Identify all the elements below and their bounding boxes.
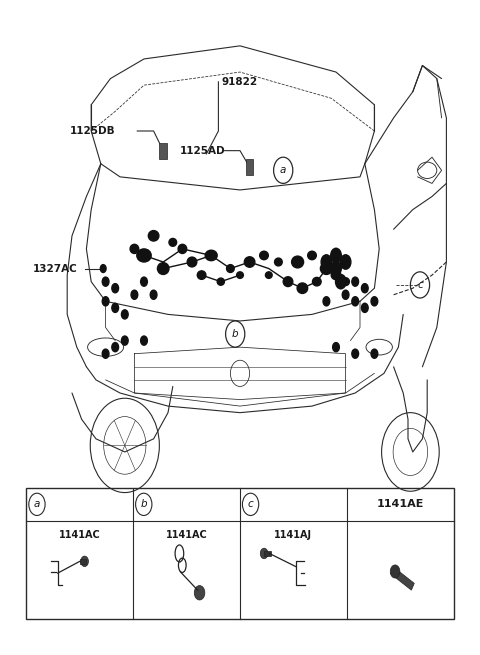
Ellipse shape (331, 271, 341, 280)
Bar (391, 567, 414, 590)
Ellipse shape (217, 278, 225, 286)
Ellipse shape (137, 249, 151, 262)
Text: 1125DB: 1125DB (70, 126, 115, 136)
Ellipse shape (205, 250, 217, 261)
Bar (159, 143, 167, 159)
Circle shape (141, 336, 147, 345)
Text: c: c (417, 280, 423, 290)
Ellipse shape (342, 278, 349, 286)
Bar (264, 551, 271, 556)
Circle shape (331, 261, 341, 276)
Ellipse shape (157, 263, 169, 274)
Ellipse shape (178, 244, 187, 253)
Circle shape (390, 565, 400, 578)
Ellipse shape (275, 258, 282, 266)
Text: b: b (141, 499, 147, 510)
Ellipse shape (197, 271, 206, 279)
Ellipse shape (265, 272, 272, 278)
Ellipse shape (148, 231, 159, 241)
Ellipse shape (130, 244, 139, 253)
Text: a: a (34, 499, 40, 510)
Circle shape (352, 277, 359, 286)
Ellipse shape (297, 283, 308, 293)
Circle shape (150, 290, 157, 299)
Ellipse shape (321, 263, 333, 274)
Circle shape (112, 303, 119, 312)
Text: 1141AC: 1141AC (166, 530, 207, 540)
Ellipse shape (312, 278, 321, 286)
Circle shape (102, 297, 109, 306)
Text: b: b (232, 329, 239, 339)
Ellipse shape (308, 251, 316, 259)
Circle shape (121, 310, 128, 319)
Ellipse shape (237, 272, 243, 278)
Circle shape (321, 255, 332, 269)
Text: 1125AD: 1125AD (180, 145, 226, 156)
Circle shape (323, 297, 330, 306)
Circle shape (333, 343, 339, 352)
Circle shape (352, 349, 359, 358)
Text: a: a (280, 165, 287, 176)
Circle shape (371, 297, 378, 306)
Bar (246, 159, 253, 175)
Ellipse shape (169, 238, 177, 246)
Ellipse shape (283, 276, 293, 287)
Text: c: c (248, 499, 253, 510)
Circle shape (81, 556, 88, 567)
Bar (80, 559, 85, 564)
Circle shape (331, 248, 341, 263)
Circle shape (336, 274, 346, 289)
Circle shape (102, 349, 109, 358)
Text: 91822: 91822 (222, 77, 258, 87)
Text: 1141AJ: 1141AJ (275, 530, 312, 540)
Circle shape (194, 586, 205, 600)
Circle shape (352, 297, 359, 306)
Text: 1141AE: 1141AE (376, 499, 424, 510)
Circle shape (340, 255, 351, 269)
Circle shape (371, 349, 378, 358)
Bar (26, 488, 454, 619)
Circle shape (361, 303, 368, 312)
Circle shape (361, 284, 368, 293)
Circle shape (100, 265, 106, 272)
Ellipse shape (227, 265, 234, 272)
Ellipse shape (187, 257, 197, 267)
Circle shape (112, 284, 119, 293)
Text: 1327AC: 1327AC (33, 263, 77, 274)
Circle shape (121, 336, 128, 345)
Circle shape (260, 548, 268, 559)
Circle shape (112, 343, 119, 352)
Text: 1141AC: 1141AC (59, 530, 101, 540)
Circle shape (131, 290, 138, 299)
Circle shape (141, 277, 147, 286)
Ellipse shape (260, 251, 268, 259)
Circle shape (342, 290, 349, 299)
Ellipse shape (292, 256, 304, 268)
Ellipse shape (244, 257, 255, 267)
Circle shape (102, 277, 109, 286)
